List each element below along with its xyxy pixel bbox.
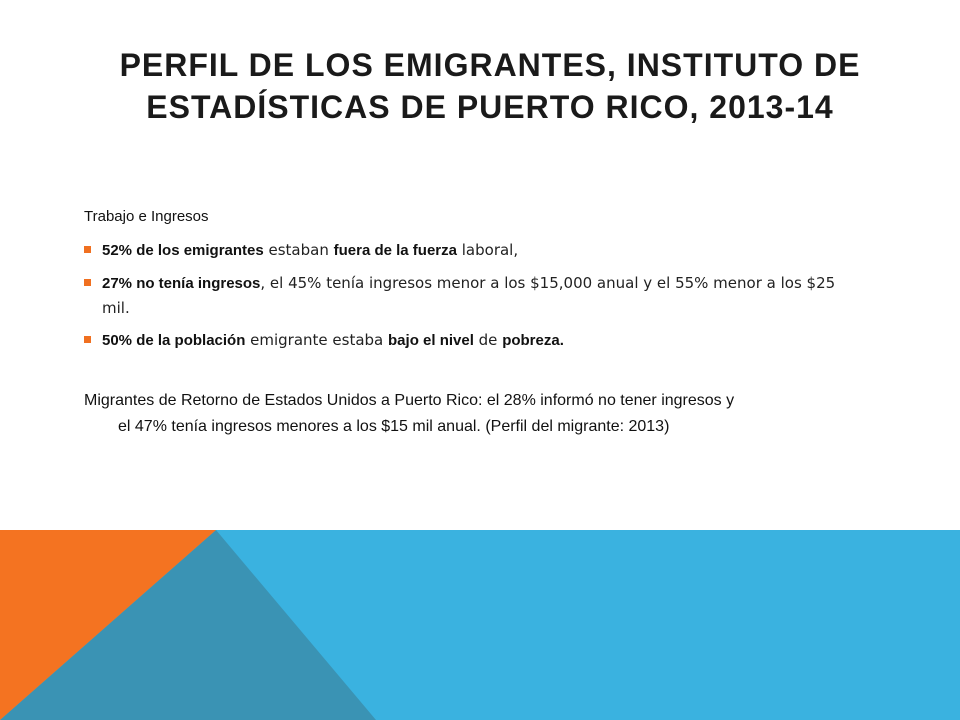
bullet-list: 52% de los emigrantes estaban fuera de l… <box>84 238 864 361</box>
paragraph-line: el 47% tenía ingresos menores a los $15 … <box>118 418 670 435</box>
bullet-text-segment: 50% de la población <box>102 332 246 349</box>
bullet-text-segment: bajo el nivel <box>388 332 474 349</box>
square-bullet-icon <box>84 336 91 343</box>
square-bullet-icon <box>84 246 91 253</box>
bullet-text-segment: . <box>559 332 564 349</box>
bullet-text-segment: pobreza <box>502 332 560 349</box>
bullet-text: 27% no tenía ingresos, el 45% tenía ingr… <box>102 274 835 317</box>
bullet-text-segment: de <box>473 331 503 349</box>
bullet-text-segment: 52% de los emigrantes <box>102 242 264 259</box>
square-bullet-icon <box>84 279 91 286</box>
bullet-item: 52% de los emigrantes estaban fuera de l… <box>84 238 864 263</box>
bullet-text: 50% de la población emigrante estaba baj… <box>102 331 564 349</box>
bullet-text-segment: emigrante estaba <box>245 331 389 349</box>
bullet-item: 50% de la población emigrante estaba baj… <box>84 328 864 353</box>
paragraph-line: Migrantes de Retorno de Estados Unidos a… <box>84 392 735 409</box>
bullet-text-segment: fuera de la fuerza <box>333 242 457 259</box>
bullet-text-segment: 27% no tenía ingresos <box>102 275 261 292</box>
bullet-text: 52% de los emigrantes estaban fuera de l… <box>102 241 518 259</box>
decorative-banner <box>0 530 960 720</box>
bullet-text-segment: laboral, <box>457 241 519 259</box>
return-migrants-paragraph: Migrantes de Retorno de Estados Unidos a… <box>84 388 924 440</box>
bullet-text-segment: , el 45% tenía ingresos menor a los $15,… <box>102 274 836 317</box>
bullet-text-segment: estaban <box>263 241 334 259</box>
section-label: Trabajo e Ingresos <box>84 208 209 225</box>
orange-triangle-shape <box>0 530 216 720</box>
slide-title: PERFIL DE LOS EMIGRANTES, INSTITUTO DE E… <box>119 47 861 125</box>
teal-triangle-shape <box>0 530 376 720</box>
bullet-item: 27% no tenía ingresos, el 45% tenía ingr… <box>84 271 864 320</box>
